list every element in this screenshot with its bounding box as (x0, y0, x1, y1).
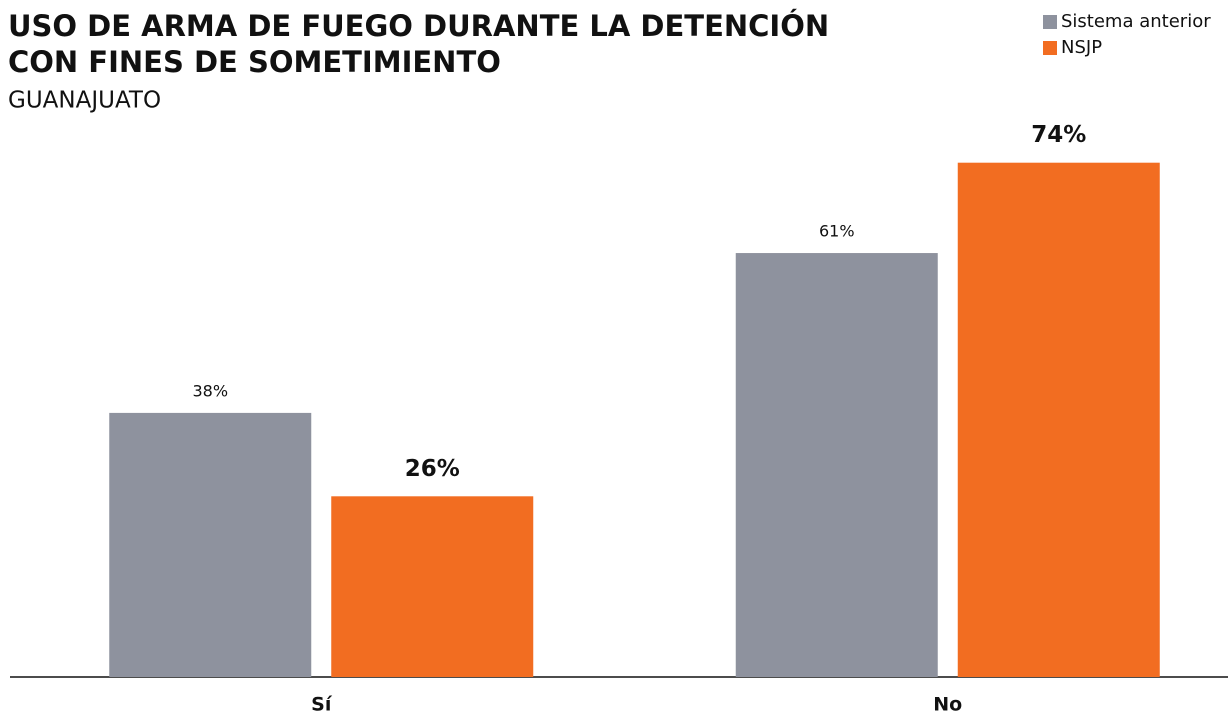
chart-title: USO DE ARMA DE FUEGO DURANTE LA DETENCIÓ… (8, 9, 829, 43)
legend-swatch (1043, 15, 1057, 29)
legend-swatch (1043, 41, 1057, 55)
x-tick-label: Sí (311, 694, 333, 716)
chart-subtitle: GUANAJUATO (8, 88, 161, 114)
x-tick-label: No (933, 694, 962, 716)
legend-label: NSJP (1061, 37, 1102, 58)
chart-title: CON FINES DE SOMETIMIENTO (8, 45, 501, 79)
data-label: 61% (819, 222, 855, 241)
bar (957, 162, 1160, 677)
legend-label: Sistema anterior (1061, 11, 1211, 32)
bar (109, 412, 312, 677)
data-label: 74% (1031, 122, 1086, 148)
bar (735, 253, 938, 678)
bar (331, 496, 534, 677)
data-label: 26% (405, 456, 460, 482)
data-label: 38% (192, 381, 228, 400)
